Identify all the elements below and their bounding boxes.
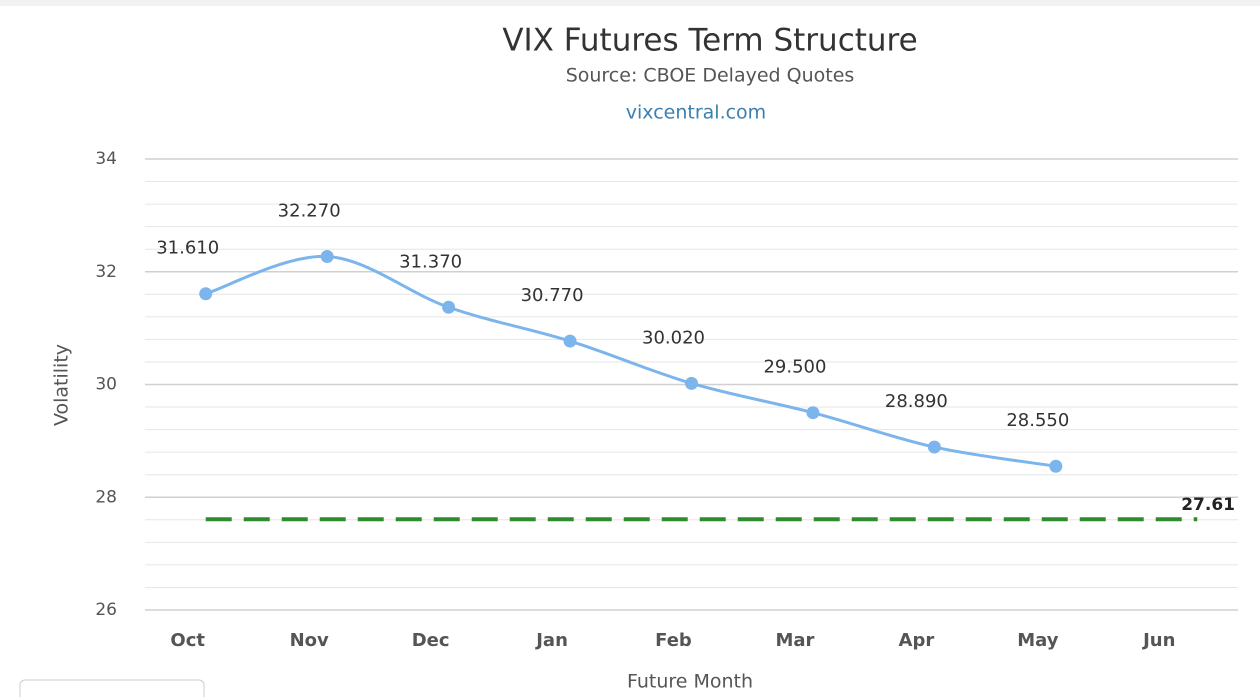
data-label: 28.550 [1006,410,1069,431]
chart-title: VIX Futures Term Structure [502,23,917,59]
data-label: 28.890 [885,391,948,412]
data-label: 30.020 [642,327,705,348]
data-point [199,287,213,301]
y-tick-label: 28 [95,487,117,507]
data-point [1049,459,1063,473]
y-tick-label: 34 [95,149,117,169]
x-tick-label: Jan [534,630,568,651]
data-point [806,406,820,420]
x-tick-label: Apr [899,630,935,651]
y-axis-label: Volatility [51,344,73,426]
data-point [685,376,698,390]
x-tick-label: Mar [775,630,814,651]
credit-link[interactable]: vixcentral.com [626,102,766,124]
chart-subtitle: Source: CBOE Delayed Quotes [566,65,855,87]
data-point [563,334,577,348]
data-point [320,250,334,264]
series-line [205,255,1057,468]
data-label: 32.270 [278,201,341,222]
y-tick-label: 30 [95,375,117,395]
top-strip [0,0,1260,6]
x-tick-label: Feb [655,630,692,651]
data-label: 31.610 [156,238,219,259]
button[interactable] [19,679,205,697]
x-tick-label: Oct [170,630,205,651]
x-axis-label: Future Month [627,671,753,693]
data-label: 30.770 [521,285,584,306]
x-tick-label: Dec [412,630,450,651]
reference-label: 27.61 [1181,495,1235,515]
y-tick-label: 26 [95,600,117,620]
x-tick-label: Jun [1141,630,1175,651]
y-tick-label: 32 [95,262,117,282]
data-point [927,440,941,454]
x-tick-label: May [1017,630,1059,651]
data-label: 29.500 [763,357,826,378]
data-point [442,300,456,314]
data-label: 31.370 [399,251,462,272]
x-tick-label: Nov [290,630,329,651]
